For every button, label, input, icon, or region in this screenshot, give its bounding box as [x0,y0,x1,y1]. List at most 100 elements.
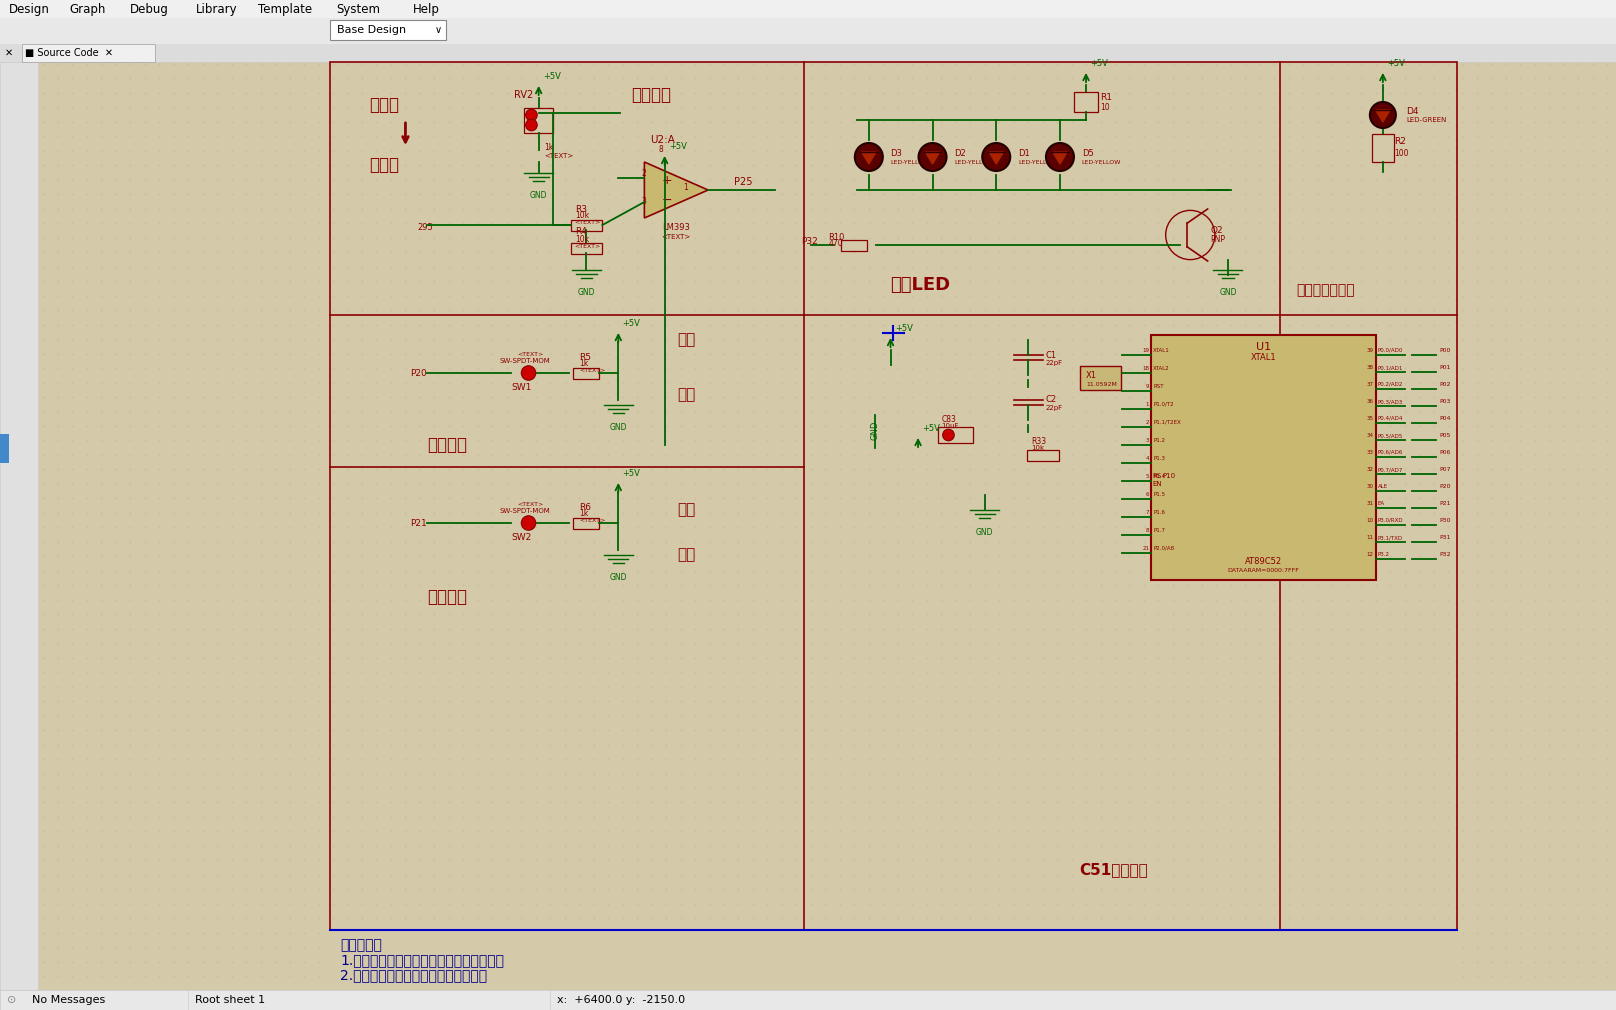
Text: ∨: ∨ [435,25,441,35]
Circle shape [522,366,537,380]
Text: <TEXT>: <TEXT> [517,351,543,357]
Bar [574,368,600,379]
Bar [939,427,973,443]
Text: P3.1/TXD: P3.1/TXD [1377,535,1403,540]
Text: SW-SPDT-MOM: SW-SPDT-MOM [499,508,551,514]
Text: P20: P20 [1440,484,1451,489]
Text: U1: U1 [1256,342,1270,352]
Text: 295: 295 [417,222,433,231]
Text: +5V: +5V [923,424,941,433]
Text: P1.6: P1.6 [1154,510,1165,515]
Bar [0,0,1616,18]
Bar [842,239,868,250]
Text: 10k: 10k [1031,445,1044,451]
Text: P30: P30 [1440,518,1451,523]
Polygon shape [989,152,1004,164]
Circle shape [525,109,537,121]
Text: 21: 21 [1143,546,1149,551]
Bar [0,990,1616,1010]
Text: GND: GND [577,288,595,297]
Text: P20: P20 [410,369,427,378]
Text: AT89C52: AT89C52 [1244,558,1281,567]
Text: GND: GND [609,573,627,582]
Text: ■ Source Code  ✕: ■ Source Code ✕ [24,48,113,58]
Text: ✕: ✕ [5,48,13,58]
Text: D4: D4 [1406,106,1419,115]
Bar [1079,366,1122,390]
Text: <TEXT>: <TEXT> [661,234,692,240]
Text: P32: P32 [1440,552,1451,557]
Text: 系统状态指示灯: 系统状态指示灯 [1296,283,1354,297]
Bar [330,62,1456,930]
Text: P07: P07 [1440,467,1451,472]
Text: GND: GND [869,420,879,439]
Bar [1075,92,1097,112]
Text: P1.2: P1.2 [1154,438,1165,443]
Text: LED-GREEN: LED-GREEN [1406,117,1446,123]
Text: 8: 8 [659,145,664,155]
Text: 22pF: 22pF [1046,360,1063,366]
Text: 光照弱: 光照弱 [368,96,399,114]
Text: LED-YELLOW: LED-YELLOW [1018,160,1057,165]
Text: Graph: Graph [69,3,107,16]
Text: +5V: +5V [543,72,561,81]
Text: P3.0/RXD: P3.0/RXD [1377,518,1403,523]
Text: Design: Design [8,3,50,16]
Text: 34: 34 [1367,433,1374,438]
Text: R4: R4 [575,227,587,236]
Text: 12: 12 [1367,552,1374,557]
Circle shape [1370,102,1396,128]
Text: 36: 36 [1367,399,1374,404]
Text: 2.自动模式下，由光强决定小灯的亮灯: 2.自动模式下，由光强决定小灯的亮灯 [339,968,488,982]
Text: C1: C1 [1046,350,1057,360]
Text: R6: R6 [579,503,591,511]
Text: LM393: LM393 [661,223,690,232]
Text: P10: P10 [1164,473,1176,479]
Polygon shape [926,152,941,164]
Text: 2: 2 [1146,420,1149,425]
Bar [330,930,1456,990]
Text: 32: 32 [1367,467,1374,472]
Bar [0,62,37,1010]
Text: 3: 3 [1146,438,1149,443]
Text: D5: D5 [1081,148,1094,158]
Text: P0.2/AD2: P0.2/AD2 [1377,382,1403,387]
Text: <TEXT>: <TEXT> [517,502,543,506]
Text: 10k: 10k [575,211,588,220]
Text: 11: 11 [1367,535,1374,540]
Text: PNP: PNP [1210,234,1225,243]
Text: +5V: +5V [622,319,640,328]
Text: P0.1/AD1: P0.1/AD1 [1377,365,1403,370]
Text: P05: P05 [1440,433,1451,438]
Text: 模拟光强: 模拟光强 [632,86,671,104]
Text: +5V: +5V [895,324,913,333]
Text: 1: 1 [1146,402,1149,407]
Text: P0.6/AD6: P0.6/AD6 [1377,450,1403,454]
Circle shape [942,429,955,440]
Text: RS: RS [1152,473,1162,479]
Text: 功能描述：: 功能描述： [339,938,381,952]
Text: 1k: 1k [545,143,554,153]
Text: 1.手动模式下，由手动开关控制小灯的亮灯: 1.手动模式下，由手动开关控制小灯的亮灯 [339,953,504,967]
Bar [1372,134,1393,162]
Text: 33: 33 [1367,450,1374,454]
Text: U2:A: U2:A [650,135,675,145]
Text: P06: P06 [1440,450,1451,454]
Text: EA: EA [1377,501,1385,506]
Text: 10uF: 10uF [941,423,958,429]
Text: +5V: +5V [1091,59,1109,68]
Text: <TEXT>: <TEXT> [545,153,574,159]
Text: 自动: 自动 [677,388,696,403]
Text: System: System [336,3,380,16]
Text: +: + [661,174,672,187]
Text: D3: D3 [890,148,902,158]
Text: 18: 18 [1143,366,1149,371]
Text: GND: GND [1218,288,1236,297]
Text: P0.4/AD4: P0.4/AD4 [1377,416,1403,421]
Text: C2: C2 [1046,396,1057,404]
Text: RV2: RV2 [514,90,533,100]
Text: 手动开关: 手动开关 [427,588,467,606]
Text: P00: P00 [1440,348,1451,354]
Text: SW-SPDT-MOM: SW-SPDT-MOM [499,358,551,364]
Text: <TEXT>: <TEXT> [575,243,601,248]
